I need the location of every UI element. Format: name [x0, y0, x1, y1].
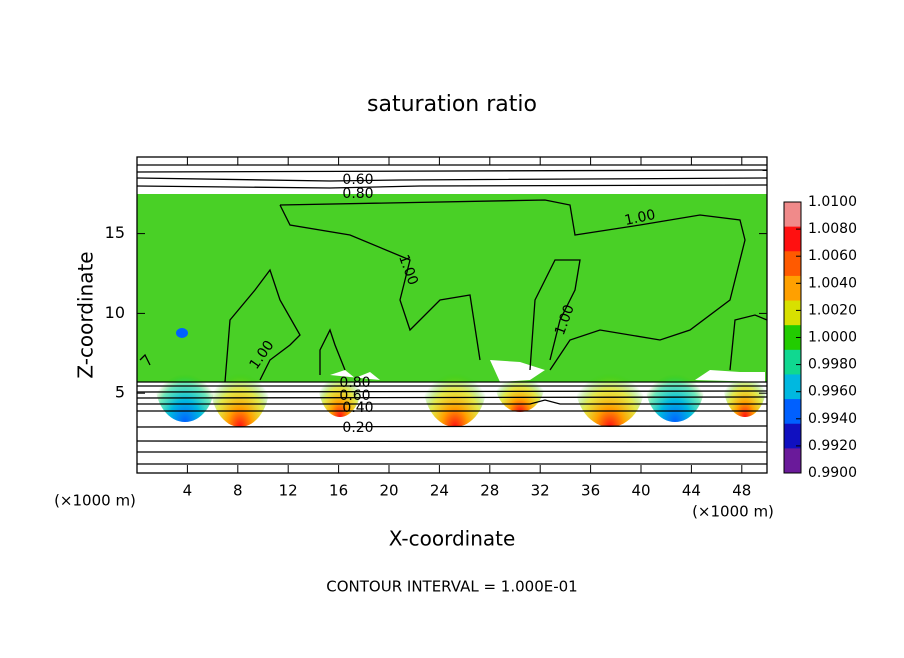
contour-label: 1.00 [623, 207, 657, 229]
colorbar-tick-label: 1.0100 [808, 194, 857, 210]
chart-title: saturation ratio [367, 92, 537, 117]
colorbar-segment [784, 325, 801, 351]
x-tick-label: 16 [329, 482, 348, 500]
x-tick-label: 8 [233, 482, 243, 500]
x-tick-label: 44 [682, 482, 701, 500]
colorbar-segment [784, 251, 801, 277]
colorbar-segment [784, 349, 801, 375]
x-tick-label: 48 [732, 482, 751, 500]
colorbar-tick-label: 1.0060 [808, 248, 857, 264]
x-tick-label: 4 [183, 482, 193, 500]
colorbar-segment [784, 374, 801, 400]
contour-lines [136, 164, 768, 465]
y-tick-label: 10 [105, 303, 125, 322]
contour-label: 0.80 [339, 375, 370, 391]
colorbar-tick-label: 1.0080 [808, 221, 857, 237]
x-tick-label: 24 [430, 482, 449, 500]
colorbar-tick-label: 0.9920 [808, 438, 857, 454]
colorbar-tick-label: 0.9900 [808, 465, 857, 481]
contour-label: 0.60 [339, 388, 370, 404]
colorbar-segment [784, 202, 801, 228]
colorbar-tick-label: 1.0020 [808, 302, 857, 318]
x-axis-label: X-coordinate [389, 527, 516, 551]
colorbar-tick-label: 1.0040 [808, 275, 857, 291]
x-unit: (×1000 m) [692, 503, 774, 521]
colorbar-tick-label: 0.9980 [808, 357, 857, 373]
x-tick-label: 20 [379, 482, 398, 500]
colorbar-segment [784, 399, 801, 425]
footer: CONTOUR INTERVAL = 1.000E-01 [326, 578, 577, 596]
y-tick-label: 15 [105, 223, 125, 242]
x-tick-label: 36 [581, 482, 600, 500]
plot-frame [136, 156, 768, 474]
colorbar-segment [784, 300, 801, 326]
y-tick-label: 5 [115, 383, 125, 402]
contour-label: 0.40 [342, 400, 373, 416]
y-axis-label: Z-coordinate [74, 251, 98, 378]
contour-label: 0.60 [342, 172, 373, 188]
contour-label: 0.20 [342, 420, 373, 436]
x-tick-label: 40 [631, 482, 650, 500]
x-unit: (×1000 m) [54, 492, 136, 510]
colorbar-tick-label: 1.0000 [808, 330, 857, 346]
colorbar-segment [784, 275, 801, 302]
x-tick-label: 32 [531, 482, 550, 500]
colorbar-segment [784, 226, 801, 252]
x-tick-label: 28 [480, 482, 499, 500]
colorbar-tick-label: 0.9940 [808, 411, 857, 427]
colorbar-segment [784, 448, 801, 474]
contour-label: 0.80 [342, 186, 373, 202]
colorbar-segment [784, 423, 801, 449]
colorbar-tick-label: 0.9960 [808, 384, 857, 400]
x-tick-label: 12 [279, 482, 298, 500]
